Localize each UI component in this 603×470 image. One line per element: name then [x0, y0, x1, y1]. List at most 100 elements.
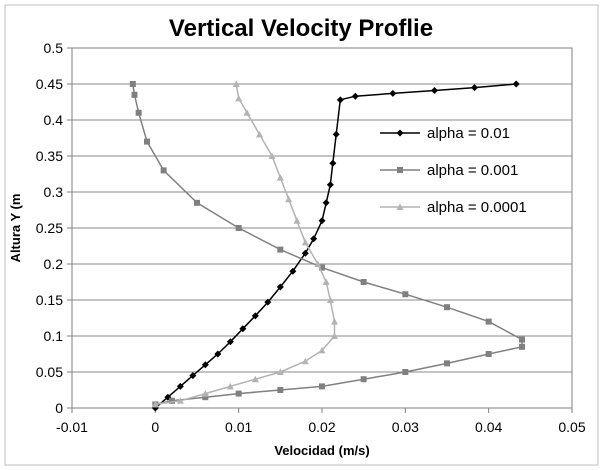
x-tick-label: 0.01: [225, 419, 252, 435]
data-point: [201, 361, 209, 369]
data-point: [360, 376, 367, 383]
data-point: [485, 351, 492, 357]
legend-label: alpha = 0.01: [427, 125, 510, 142]
data-point: [239, 325, 247, 333]
y-tick-label: 0.45: [36, 76, 63, 92]
data-point: [444, 360, 450, 367]
chart-title: Vertical Velocity Proflie: [169, 15, 433, 42]
data-point: [389, 89, 397, 97]
data-point: [256, 130, 263, 138]
data-point: [226, 382, 234, 390]
data-point: [194, 199, 200, 206]
data-point: [251, 375, 259, 383]
data-point: [176, 397, 184, 404]
data-point: [444, 304, 450, 311]
chart-border: [4, 4, 599, 466]
data-point: [277, 387, 284, 393]
data-point: [131, 91, 138, 98]
data-point: [276, 174, 284, 181]
legend-marker: [397, 167, 403, 173]
y-tick-label: 0.4: [44, 112, 64, 128]
series-1: [151, 80, 520, 412]
legend-label: alpha = 0.001: [427, 162, 518, 179]
data-point: [151, 400, 159, 408]
x-axis-label: Velocidad (m/s): [274, 443, 369, 458]
data-point: [318, 346, 326, 354]
data-point: [336, 96, 344, 104]
data-point: [301, 238, 309, 246]
y-axis-ticks: 0 0.05 0.1 0.15 0.2 0.25 0.3 0.35 0.4 0.45 0.5: [36, 40, 72, 416]
series-3: [151, 80, 338, 408]
y-tick-label: 0.25: [36, 220, 63, 236]
data-point: [232, 80, 240, 87]
y-tick-label: 0: [55, 400, 63, 416]
y-tick-label: 0.3: [44, 184, 64, 200]
data-point: [485, 318, 492, 325]
data-point: [243, 109, 251, 116]
series-line: [155, 83, 336, 406]
x-tick-label: 0.04: [475, 419, 502, 435]
legend-item: alpha = 0.01: [380, 125, 510, 142]
data-point: [226, 338, 234, 346]
data-point: [285, 195, 293, 203]
data-point: [169, 397, 175, 404]
x-axis-ticks: -0.01 0 0.01 0.02 0.03 0.04 0.05: [56, 408, 586, 435]
data-point: [276, 368, 284, 375]
data-point: [519, 343, 525, 350]
data-point: [144, 138, 150, 145]
data-point: [160, 167, 167, 174]
y-tick-label: 0.2: [44, 256, 64, 272]
data-point: [512, 80, 520, 88]
data-point: [214, 350, 222, 358]
data-point: [176, 382, 184, 390]
legend-label: alpha = 0.0001: [427, 199, 527, 216]
data-point: [318, 217, 326, 225]
data-point: [293, 217, 301, 224]
y-axis-label: Altura Y (m: [8, 194, 23, 263]
data-point: [129, 81, 136, 87]
data-point: [301, 249, 309, 257]
data-point: [135, 109, 142, 116]
data-point: [431, 86, 438, 94]
y-tick-label: 0.1: [44, 328, 64, 344]
legend-marker: [396, 129, 404, 137]
data-point: [322, 278, 330, 285]
data-point: [301, 357, 309, 365]
data-point: [351, 92, 359, 100]
data-point: [235, 225, 242, 231]
data-point: [268, 152, 276, 159]
y-tick-label: 0.15: [36, 292, 63, 308]
legend-marker: [396, 203, 404, 210]
y-tick-label: 0.5: [44, 40, 64, 56]
data-point: [319, 264, 325, 271]
data-point: [289, 267, 297, 275]
data-point: [322, 199, 330, 207]
legend-item: alpha = 0.001: [380, 162, 518, 179]
y-tick-label: 0.05: [36, 364, 63, 380]
legend-item: alpha = 0.0001: [380, 199, 527, 216]
data-point: [201, 390, 209, 397]
legend: alpha = 0.01 alpha = 0.001 alpha = 0.0001: [380, 125, 527, 216]
data-point: [360, 279, 367, 285]
data-point: [326, 296, 334, 303]
data-point: [331, 332, 338, 339]
data-point: [402, 369, 409, 375]
data-point: [276, 283, 284, 291]
data-point: [277, 246, 284, 253]
data-point: [251, 312, 259, 320]
data-point: [319, 383, 325, 390]
data-point: [264, 298, 272, 306]
x-tick-label: 0.05: [558, 419, 585, 435]
data-point: [471, 84, 478, 92]
data-point: [235, 390, 242, 397]
series-layer: [129, 80, 525, 412]
data-point: [189, 372, 197, 380]
data-point: [314, 260, 322, 267]
data-point: [519, 336, 525, 343]
x-tick-label: 0.02: [308, 419, 335, 435]
data-point: [332, 130, 340, 138]
x-tick-label: 0: [151, 419, 159, 435]
data-point: [331, 318, 338, 325]
data-point: [402, 291, 409, 298]
